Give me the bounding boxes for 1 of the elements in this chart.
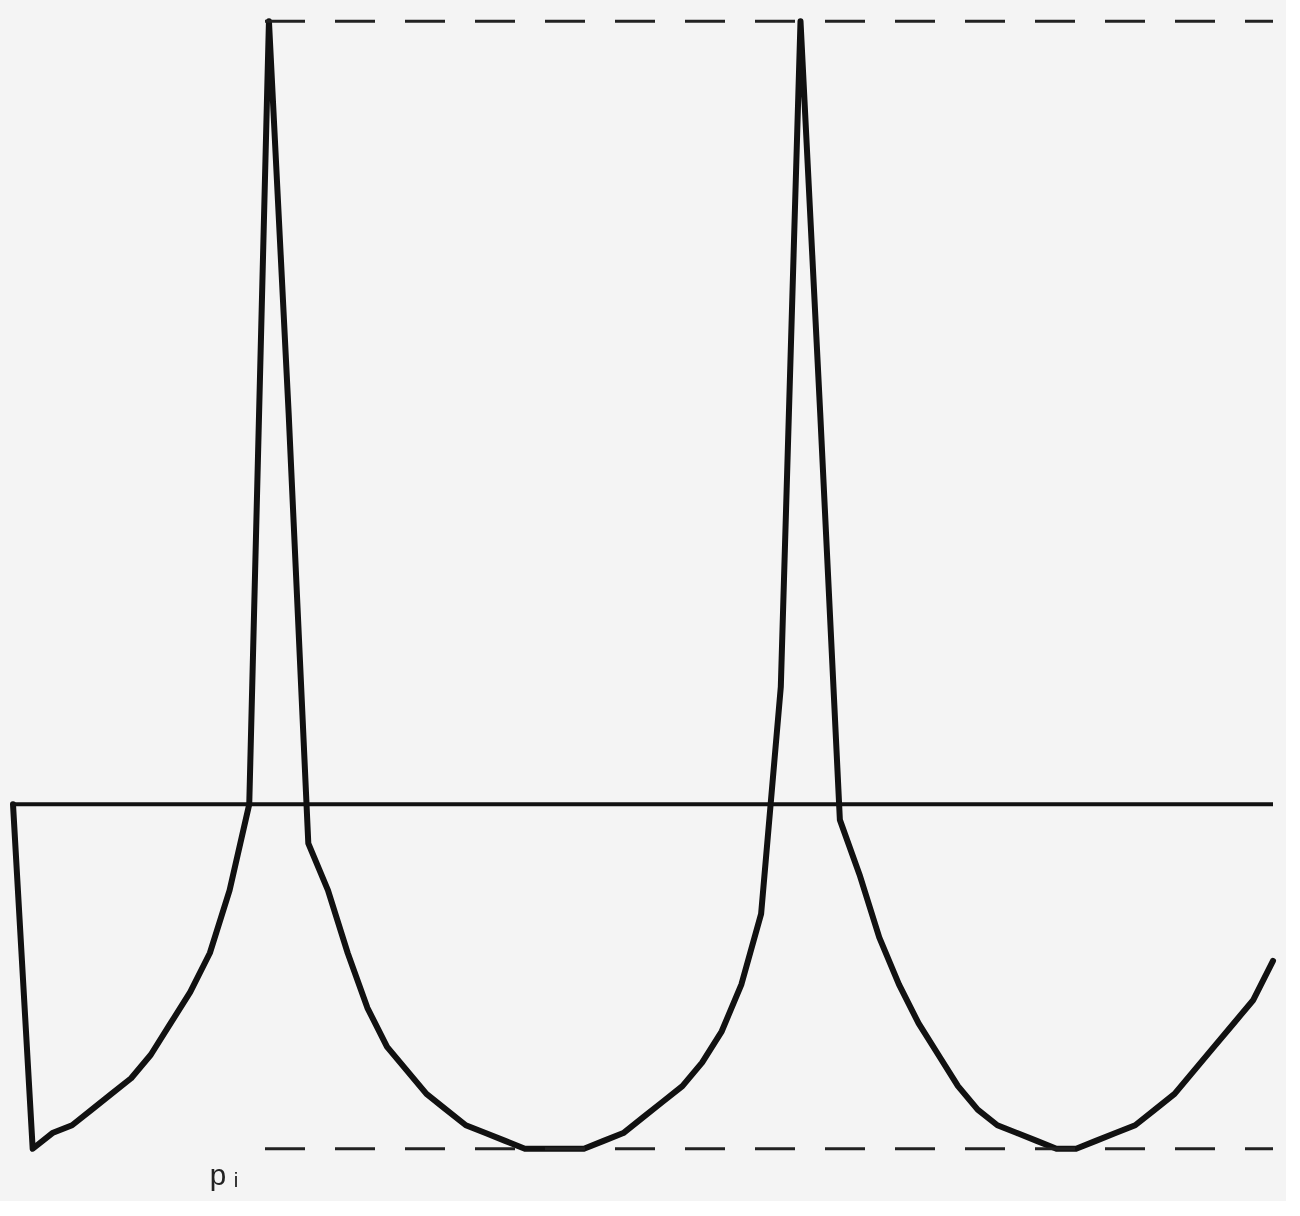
ref-line-label: pᵢ bbox=[208, 1159, 245, 1194]
